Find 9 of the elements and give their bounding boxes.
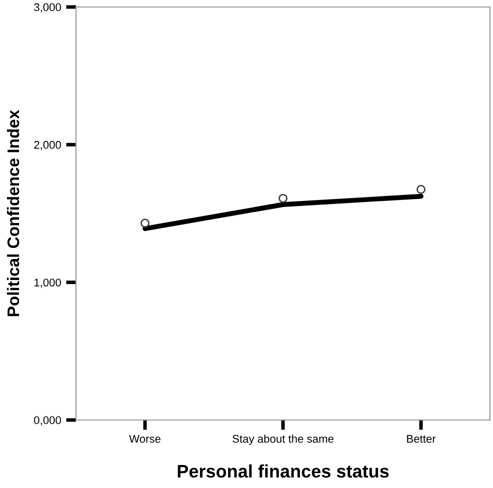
y-tick-label: 3,000 — [34, 3, 61, 12]
x-axis-title: Personal finances status — [178, 464, 389, 478]
y-tick-label: 2,000 — [34, 140, 61, 150]
x-tick-label: Worse — [129, 434, 160, 443]
x-tick-label: Stay about the same — [232, 434, 334, 445]
y-tick-label: 0,000 — [34, 416, 61, 426]
x-tick-label: Better — [407, 434, 436, 443]
y-tick-label: 1,000 — [34, 278, 61, 288]
y-axis-title: Political Confidence Index — [6, 110, 20, 316]
